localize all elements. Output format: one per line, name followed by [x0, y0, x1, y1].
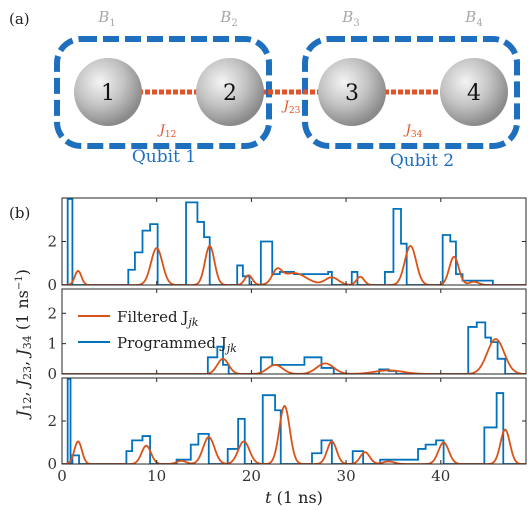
qubit-index-2: 2	[223, 81, 237, 106]
x-tick-label: 40	[431, 467, 450, 485]
y-tick-label: 2	[47, 412, 57, 430]
programmed-series-line	[62, 198, 526, 285]
x-tick-label: 30	[337, 467, 356, 485]
qubit-index-1: 1	[101, 81, 115, 106]
b-label-1: B1	[97, 8, 115, 29]
qubit-index-4: 4	[467, 81, 481, 106]
y-tick-label: 1	[47, 335, 57, 353]
y-axis-label: J12, J23, J34 (1 ns−1)	[13, 269, 34, 420]
y-tick-label: 2	[47, 304, 57, 322]
programmed-series-line	[62, 321, 526, 374]
filtered-series-line	[62, 404, 526, 464]
b-label-4: B4	[464, 8, 482, 29]
qubit-2-label: Qubit 2	[390, 151, 454, 171]
x-axis-label: t (1 ns)	[265, 488, 323, 507]
subplot-3-plot-area	[62, 378, 526, 464]
x-tick-label: 10	[147, 467, 166, 485]
subplot-3: 0 10 20 30 40 0 2	[47, 377, 527, 485]
coupling-label-34: J34	[403, 123, 423, 140]
y-tick-label: 2	[47, 233, 57, 251]
y-tick-label: 0	[47, 455, 57, 473]
subplot-2: 0 1 2	[47, 288, 527, 383]
panel-a-label: (a)	[9, 10, 30, 28]
b-label-3: B3	[341, 8, 359, 29]
qubit-sphere-1	[74, 58, 142, 126]
qubit-index-3: 3	[345, 81, 359, 106]
qubit-1-label: Qubit 1	[132, 147, 196, 167]
y-tick-label: 0	[47, 365, 57, 383]
subplot-1-plot-area	[62, 198, 526, 285]
coupling-label-23: J23	[281, 99, 301, 116]
coupling-label-12: J12	[157, 123, 177, 140]
legend-filtered-label: Filtered Jjk	[117, 308, 199, 329]
panel-b-label: (b)	[9, 204, 30, 222]
subplot-1: 02	[47, 197, 527, 294]
legend-programmed-label: Programmed Jjk	[117, 334, 237, 355]
qubit-sphere-2	[196, 58, 264, 126]
y-tick-label: 0	[47, 276, 57, 294]
subplot-frame	[61, 288, 527, 375]
b-label-2: B2	[219, 8, 237, 29]
panel-a: (a) 1 2 3 4 B1 B2 B3 B4 J12 J23 J34 Qubi…	[9, 8, 520, 171]
qubit-sphere-4	[440, 58, 508, 126]
programmed-series-line	[62, 378, 526, 464]
legend: Filtered Jjk Programmed Jjk	[78, 308, 237, 355]
panel-b: (b) J12, J23, J34 (1 ns−1) t (1 ns) 02 0…	[9, 197, 527, 507]
x-tick-label: 0	[57, 467, 67, 485]
qubit-sphere-3	[318, 58, 386, 126]
x-tick-label: 20	[242, 467, 261, 485]
